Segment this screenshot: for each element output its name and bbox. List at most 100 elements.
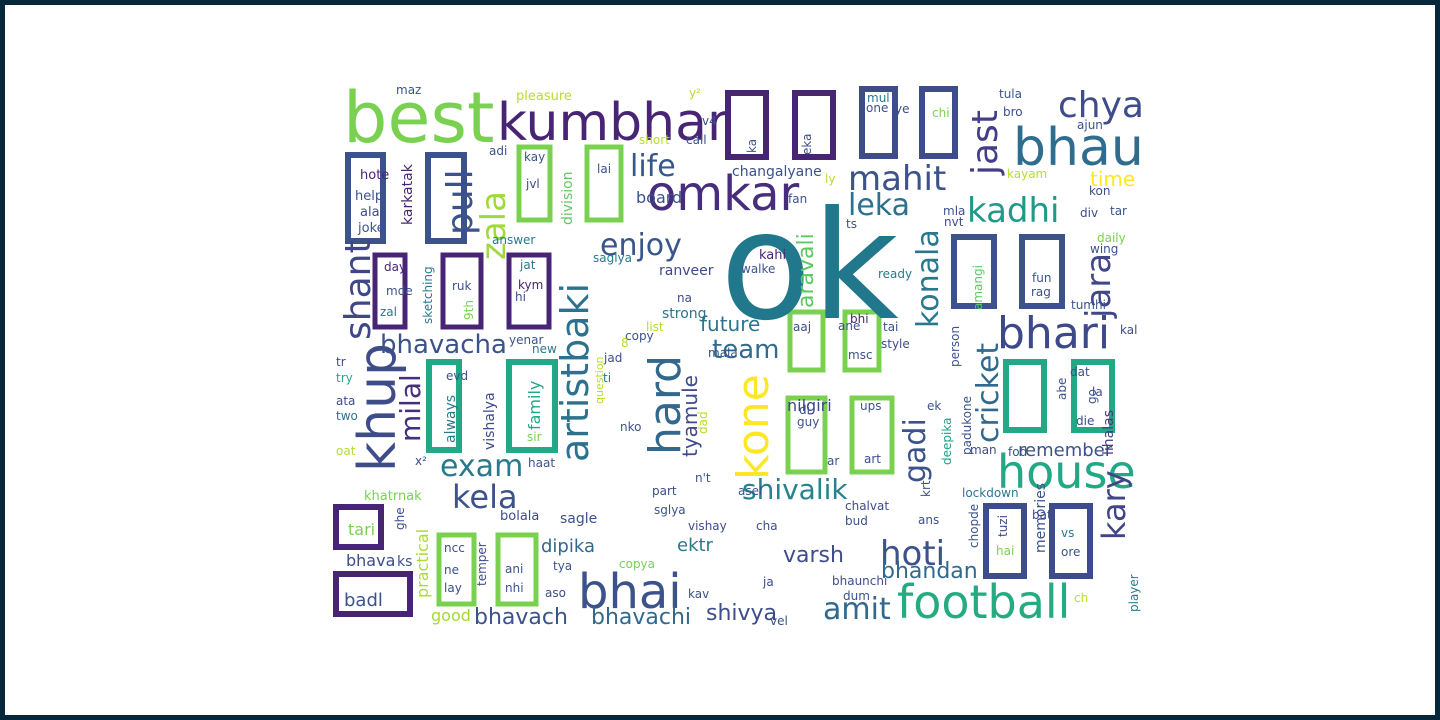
missing-glyph-box	[859, 86, 898, 159]
cloud-word: kela	[452, 478, 518, 516]
cloud-word: answer	[492, 233, 535, 247]
cloud-word: kon	[1089, 184, 1110, 198]
cloud-word: aso	[545, 586, 566, 600]
cloud-word: deepika	[940, 418, 954, 465]
missing-glyph-box	[785, 395, 828, 475]
cloud-word: ektr	[677, 535, 714, 556]
cloud-word: lihalas	[1101, 410, 1117, 455]
cloud-word: bat	[1032, 508, 1052, 522]
cloud-word: dum	[843, 589, 870, 603]
missing-glyph-box	[436, 532, 477, 607]
cloud-word: go	[1085, 389, 1099, 404]
cloud-word: vishay	[688, 519, 727, 533]
missing-glyph-box	[1003, 359, 1047, 433]
cloud-word: ans	[918, 513, 939, 527]
cloud-word: bud	[845, 514, 868, 528]
cloud-word: ready	[878, 267, 912, 281]
cloud-word: chopde	[967, 504, 981, 548]
cloud-word: yenar	[509, 333, 543, 347]
cloud-word: ajun	[1077, 118, 1103, 132]
cloud-word: sglya	[654, 503, 686, 517]
cloud-word: ane	[838, 319, 860, 333]
cloud-word: bhavachi	[591, 605, 691, 630]
cloud-word: copya	[619, 557, 655, 571]
cloud-word: copy	[625, 329, 654, 343]
cloud-word: tari	[348, 520, 375, 539]
cloud-word: zal	[380, 305, 397, 319]
cloud-word: v4	[702, 114, 717, 128]
missing-glyph-box	[1049, 503, 1093, 579]
missing-glyph-box	[333, 504, 384, 550]
cloud-word: person	[948, 326, 962, 367]
cloud-word: padukone	[960, 396, 974, 455]
cloud-word: konala	[911, 229, 946, 328]
cloud-word: jat	[519, 258, 536, 272]
cloud-word: ye	[895, 102, 909, 116]
cloud-word: die	[1076, 414, 1094, 428]
cloud-word: sir	[527, 430, 542, 444]
cloud-word: vs	[1061, 526, 1074, 540]
cloud-word: ncc	[444, 541, 465, 555]
cloud-word: tr	[336, 355, 346, 369]
cloud-word: nko	[620, 420, 641, 434]
cloud-word: vel	[770, 614, 788, 628]
cloud-word: shivya	[706, 601, 777, 626]
cloud-word: omkar	[647, 166, 799, 222]
cloud-word: exam	[440, 449, 523, 484]
cloud-word: team	[712, 335, 779, 365]
cloud-word: na	[677, 291, 692, 305]
cloud-word: enjoy	[600, 228, 682, 263]
cloud-word: hard	[640, 355, 691, 455]
cloud-word: board	[636, 188, 682, 207]
cloud-word: football	[897, 575, 1070, 629]
cloud-word: pull	[440, 169, 481, 235]
missing-glyph-box	[725, 90, 769, 160]
cloud-word: rag	[1031, 285, 1051, 299]
cloud-word: bhau	[1013, 118, 1144, 178]
cloud-word: player	[1127, 574, 1141, 612]
cloud-word: ja	[762, 575, 774, 589]
cloud-word: bhaunchi	[832, 574, 887, 588]
cloud-word: y²	[689, 86, 701, 100]
cloud-word: ar	[827, 454, 839, 468]
cloud-word: wing	[1090, 242, 1118, 256]
cloud-word: sketching	[421, 266, 435, 324]
cloud-word: ch	[1074, 591, 1088, 605]
cloud-word: family	[525, 381, 544, 430]
cloud-word: vishalya	[482, 392, 498, 450]
cloud-word: help	[355, 189, 383, 204]
cloud-word: milal	[394, 374, 427, 442]
cloud-word: bhari	[997, 308, 1110, 359]
missing-glyph-box	[787, 309, 826, 373]
cloud-word: krt	[919, 480, 933, 497]
cloud-word: mahit	[848, 159, 946, 199]
cloud-word: haat	[528, 456, 555, 470]
cloud-word: div	[1080, 206, 1098, 220]
missing-glyph-box	[919, 86, 958, 159]
cloud-word: art	[864, 452, 881, 466]
cloud-word: ts	[846, 217, 857, 231]
cloud-word: kal	[1120, 323, 1137, 337]
cloud-word: chi	[932, 106, 950, 120]
cloud-word: fod	[1008, 445, 1027, 459]
missing-glyph-box	[516, 144, 553, 223]
cloud-word: future	[700, 312, 760, 336]
cloud-word: zala	[474, 191, 514, 260]
cloud-word: tula	[999, 87, 1022, 101]
missing-glyph-box	[425, 152, 467, 244]
cloud-word: mde	[386, 284, 413, 298]
cloud-word: kay	[524, 150, 545, 164]
cloud-word: varsh	[783, 543, 844, 568]
cloud-word: ore	[1061, 545, 1080, 559]
cloud-word: good	[431, 606, 471, 625]
cloud-word: daily	[1097, 231, 1126, 245]
cloud-word: kav	[688, 587, 709, 601]
cloud-word: aravali	[794, 233, 819, 308]
cloud-word: msc	[848, 348, 873, 362]
missing-glyph-box	[983, 503, 1027, 579]
cloud-word: bro	[1003, 105, 1023, 119]
cloud-word: sagle	[560, 511, 597, 527]
cloud-word: hi	[515, 290, 526, 304]
cloud-word: practical	[413, 529, 432, 598]
cloud-word: tar	[1110, 204, 1127, 218]
